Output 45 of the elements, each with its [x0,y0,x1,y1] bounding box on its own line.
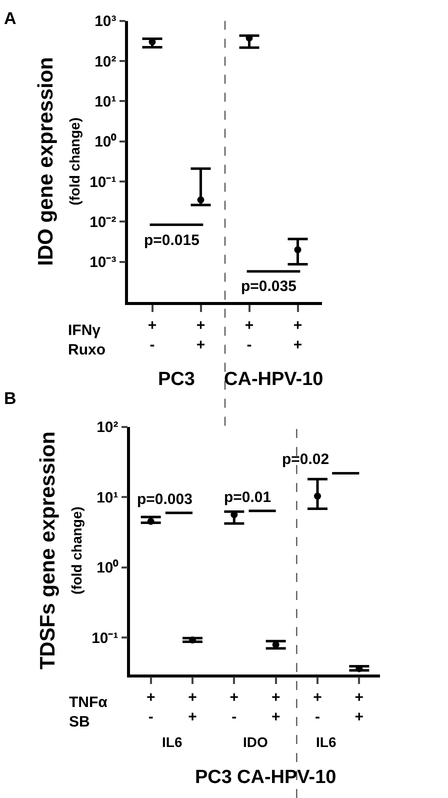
y-tick-label: 10⁻³ [90,254,116,272]
annotation: p=0.035 [241,278,296,295]
annotation: p=0.015 [144,232,200,249]
text: CA-HPV-10 [237,767,336,788]
text: IL6 [162,734,182,750]
text: IDO [243,734,268,750]
x-tick-label: + + [271,689,280,726]
x-tick-label: + - [146,689,156,726]
y-tick-label: 10⁰ [96,558,120,577]
point [189,636,196,644]
point [272,641,280,648]
x-tick-label: + + [293,316,302,354]
y-axis-title: TDSFs gene expression (fold change) [36,431,85,670]
y-tick-label: 10² [94,53,116,70]
x-tick-label: + - [244,316,254,354]
y-tick-label: 10⁰ [94,132,118,151]
x-axis-title: IFNγ Ruxo [68,322,106,358]
x-tick-label: + + [354,689,364,726]
annotation: p=0.01 [224,489,272,506]
annotation: p=0.02 [282,451,330,468]
text: PC3 [195,767,232,788]
y-axis-title: IDO gene expression (fold change) [34,56,83,266]
y-tick-label: 10³ [94,13,116,30]
chart-title: A [4,9,16,28]
x-tick-label: + + [188,689,198,726]
point [197,196,204,204]
text: CA-HPV-10 [224,369,324,390]
y-tick-label: 10¹ [94,93,116,110]
x-axis-title: TNFα SB [69,694,108,730]
point [314,492,321,500]
point [294,246,302,254]
chart-title: B [4,389,16,408]
x-tick-label: + - [148,316,157,354]
point [147,518,154,525]
text: PC3 [158,369,195,390]
y-tick-label: 10⁻¹ [92,630,118,647]
y-tick-label: 10¹ [96,489,118,506]
y-tick-label: 10⁻¹ [90,174,116,191]
annotation: p=0.003 [137,491,192,508]
x-tick-label: + - [313,689,322,726]
text: IL6 [316,734,336,750]
y-tick-label: 10² [96,419,118,436]
x-tick-label: + - [230,689,239,726]
x-tick-label: + + [196,316,206,354]
y-tick-label: 10⁻² [90,214,116,231]
